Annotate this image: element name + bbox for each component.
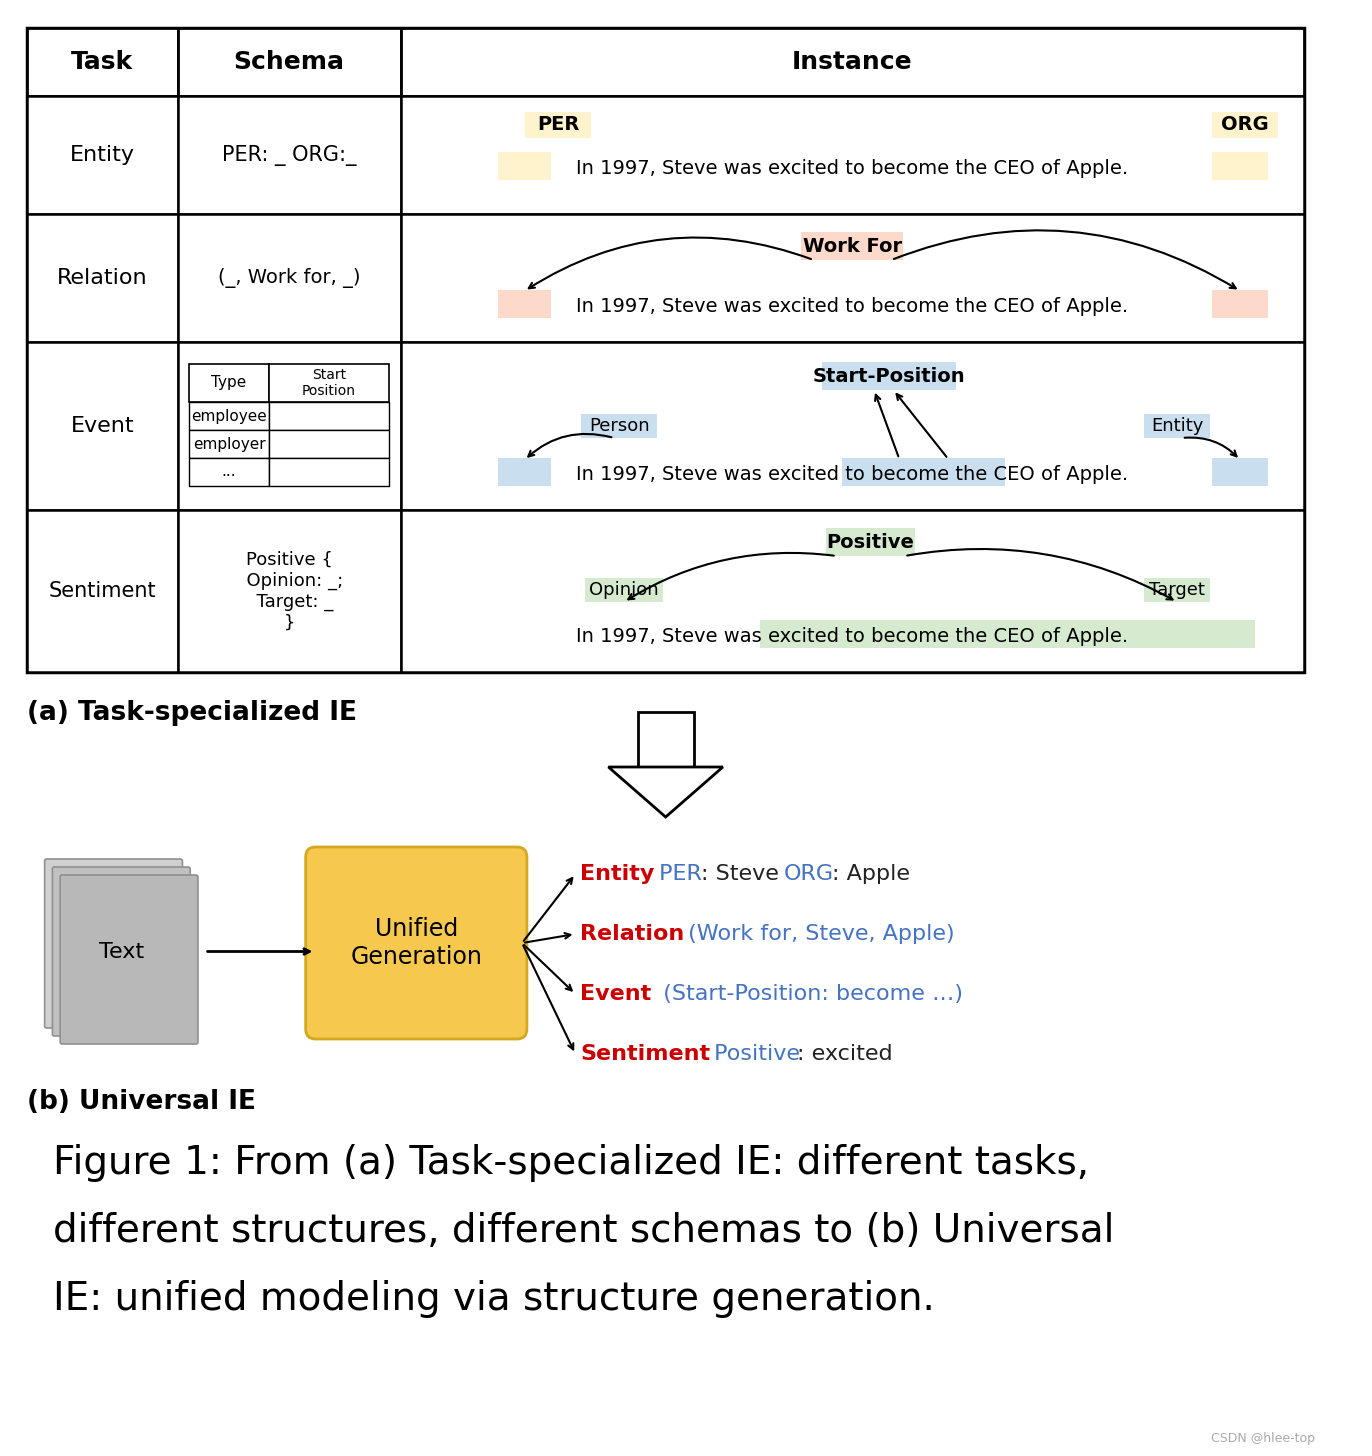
Bar: [525, 112, 591, 138]
Text: (a) Task-specialized IE: (a) Task-specialized IE: [27, 700, 357, 727]
Bar: [498, 151, 552, 181]
Text: Sentiment: Sentiment: [580, 1044, 711, 1064]
Bar: [1211, 151, 1268, 181]
Text: Schema: Schema: [233, 50, 344, 74]
Bar: [638, 712, 694, 767]
Text: Unified
Generation: Unified Generation: [350, 917, 482, 968]
Bar: [177, 96, 401, 214]
Text: Instance: Instance: [792, 50, 912, 74]
Text: PER: PER: [536, 115, 579, 134]
Bar: [27, 342, 177, 510]
Text: (Work for, Steve, Apple): (Work for, Steve, Apple): [682, 925, 955, 943]
Text: Type: Type: [211, 376, 247, 390]
Text: Positive: Positive: [826, 533, 915, 552]
Text: Entity: Entity: [1151, 416, 1203, 435]
Text: Event: Event: [70, 416, 134, 435]
Bar: [27, 214, 177, 342]
Text: Sentiment: Sentiment: [48, 581, 156, 601]
Text: In 1997, Steve was excited to become the CEO of Apple.: In 1997, Steve was excited to become the…: [576, 297, 1129, 316]
Bar: [1144, 578, 1210, 601]
Bar: [189, 364, 269, 402]
Text: PER: PER: [653, 863, 702, 884]
Bar: [189, 430, 269, 459]
Bar: [177, 214, 401, 342]
Bar: [1211, 290, 1268, 317]
Bar: [27, 96, 177, 214]
Text: employer: employer: [192, 437, 265, 451]
Text: Positive {
  Opinion: _;
  Target: _
}: Positive { Opinion: _; Target: _ }: [235, 550, 343, 632]
Text: Event: Event: [580, 984, 652, 1005]
Text: Start-Position: Start-Position: [812, 367, 965, 386]
Bar: [269, 430, 390, 459]
Text: Task: Task: [71, 50, 133, 74]
Text: Figure 1: From (a) Task-specialized IE: different tasks,: Figure 1: From (a) Task-specialized IE: …: [54, 1144, 1089, 1182]
Text: In 1997, Steve was excited to become the CEO of Apple.: In 1997, Steve was excited to become the…: [576, 159, 1129, 178]
Text: (_, Work for, _): (_, Work for, _): [218, 268, 361, 288]
Bar: [1144, 414, 1210, 438]
Bar: [189, 402, 269, 430]
FancyBboxPatch shape: [306, 847, 527, 1040]
Text: Positive: Positive: [707, 1044, 800, 1064]
Bar: [822, 363, 955, 390]
Text: different structures, different schemas to (b) Universal: different structures, different schemas …: [54, 1211, 1114, 1251]
Bar: [269, 402, 390, 430]
Bar: [401, 510, 1305, 673]
Bar: [401, 342, 1305, 510]
Text: Start
Position: Start Position: [302, 368, 355, 397]
Bar: [760, 620, 1254, 648]
Bar: [189, 459, 269, 486]
Bar: [498, 290, 552, 317]
Text: Target: Target: [1150, 581, 1205, 598]
Text: ORG: ORG: [783, 863, 833, 884]
Text: : Apple: : Apple: [831, 863, 910, 884]
Text: Relation: Relation: [58, 268, 148, 288]
Polygon shape: [608, 767, 723, 817]
Text: Work For: Work For: [803, 236, 901, 255]
Bar: [401, 96, 1305, 214]
Bar: [801, 232, 903, 261]
Text: Relation: Relation: [580, 925, 685, 943]
Bar: [177, 510, 401, 673]
Bar: [27, 28, 177, 96]
Text: (b) Universal IE: (b) Universal IE: [27, 1089, 257, 1115]
Bar: [401, 214, 1305, 342]
Text: PER: _ ORG:_: PER: _ ORG:_: [222, 144, 357, 166]
Bar: [584, 578, 663, 601]
Text: (Start-Position: become …): (Start-Position: become …): [649, 984, 963, 1005]
FancyBboxPatch shape: [45, 859, 182, 1028]
Bar: [842, 459, 1006, 486]
Bar: [27, 28, 1305, 673]
Text: In 1997, Steve was excited to become the CEO of Apple.: In 1997, Steve was excited to become the…: [576, 626, 1129, 645]
Bar: [1211, 459, 1268, 486]
Text: Person: Person: [589, 416, 649, 435]
Text: ORG: ORG: [1221, 115, 1269, 134]
Text: Opinion: Opinion: [589, 581, 659, 598]
FancyBboxPatch shape: [60, 875, 198, 1044]
Bar: [401, 28, 1305, 96]
Text: ...: ...: [222, 464, 236, 479]
Text: In 1997, Steve was excited to become the CEO of Apple.: In 1997, Steve was excited to become the…: [576, 464, 1129, 483]
Text: CSDN @hlee-top: CSDN @hlee-top: [1211, 1433, 1314, 1444]
Bar: [582, 414, 657, 438]
Text: Entity: Entity: [70, 146, 134, 165]
Bar: [1211, 112, 1277, 138]
FancyBboxPatch shape: [52, 866, 191, 1037]
Bar: [269, 364, 390, 402]
Text: Entity: Entity: [580, 863, 654, 884]
Bar: [269, 459, 390, 486]
Text: IE: unified modeling via structure generation.: IE: unified modeling via structure gener…: [54, 1280, 936, 1318]
Bar: [177, 342, 401, 510]
Bar: [498, 459, 552, 486]
Text: Text: Text: [99, 942, 144, 961]
Bar: [177, 28, 401, 96]
Bar: [826, 529, 915, 556]
Text: : excited: : excited: [797, 1044, 892, 1064]
Bar: [27, 510, 177, 673]
Text: employee: employee: [191, 409, 268, 424]
Text: : Steve: : Steve: [701, 863, 786, 884]
